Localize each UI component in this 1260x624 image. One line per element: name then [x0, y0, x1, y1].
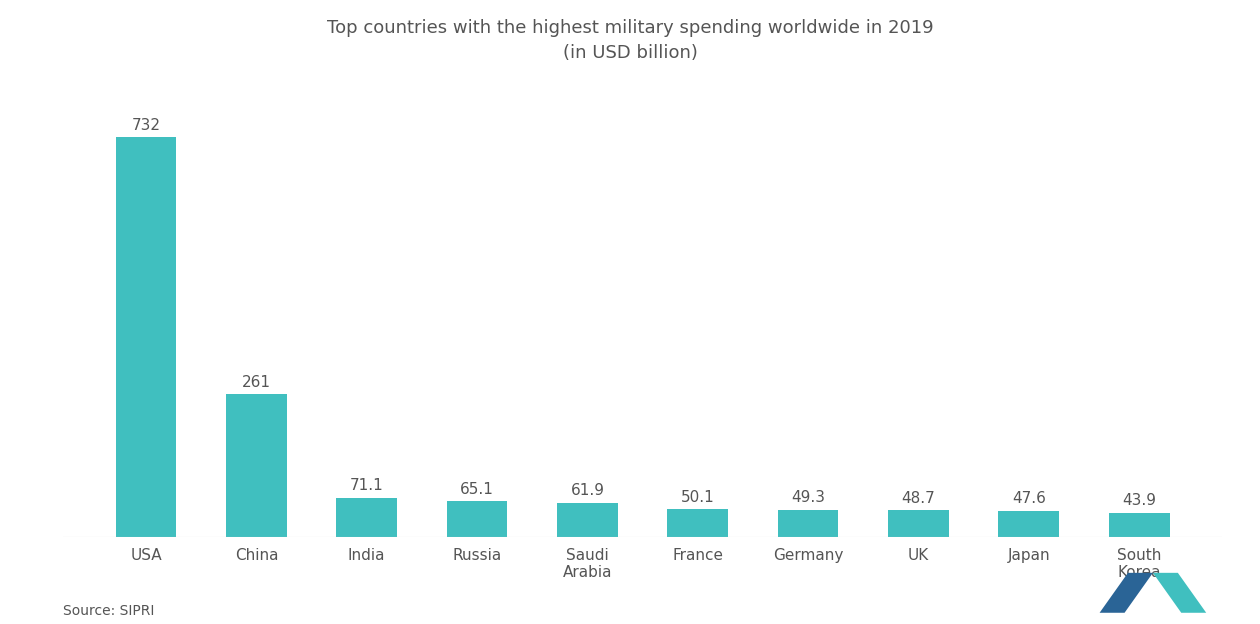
- Text: 47.6: 47.6: [1012, 491, 1046, 506]
- Text: 61.9: 61.9: [571, 484, 605, 499]
- Text: 261: 261: [242, 375, 271, 390]
- Bar: [777, 510, 838, 537]
- Bar: [668, 509, 728, 537]
- Text: 71.1: 71.1: [350, 479, 383, 494]
- Bar: [447, 501, 508, 537]
- Text: 732: 732: [131, 117, 160, 133]
- Text: 48.7: 48.7: [902, 490, 935, 505]
- Polygon shape: [1100, 573, 1153, 613]
- Text: 49.3: 49.3: [791, 490, 825, 505]
- Bar: [557, 503, 617, 537]
- Text: 65.1: 65.1: [460, 482, 494, 497]
- Text: Top countries with the highest military spending worldwide in 2019
(in USD billi: Top countries with the highest military …: [326, 19, 934, 62]
- Bar: [226, 394, 287, 537]
- Text: 50.1: 50.1: [680, 490, 714, 505]
- Text: Source: SIPRI: Source: SIPRI: [63, 604, 155, 618]
- Bar: [998, 510, 1060, 537]
- Text: 43.9: 43.9: [1123, 494, 1157, 509]
- Bar: [336, 498, 397, 537]
- Bar: [888, 510, 949, 537]
- Bar: [116, 137, 176, 537]
- Polygon shape: [1153, 573, 1206, 613]
- Bar: [1109, 513, 1169, 537]
